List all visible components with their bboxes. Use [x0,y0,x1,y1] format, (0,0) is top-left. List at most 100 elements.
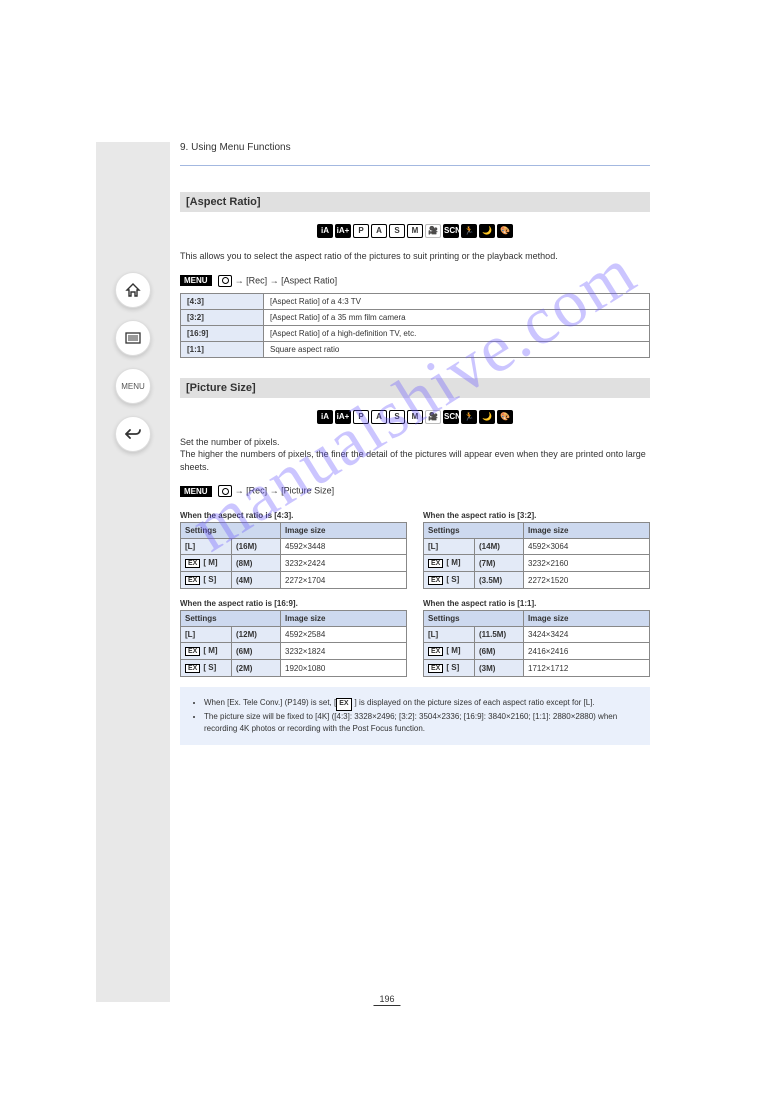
size-key: [L] [181,627,232,643]
size-key: [L] [424,539,475,555]
mode-icon: A [371,224,387,238]
size-key: EX[ S] [181,660,232,677]
note-list: When [Ex. Tele Conv.] (P149) is set, [EX… [192,697,638,735]
size-key: EX[ M] [424,555,475,572]
mode-icon: 🎥 [425,224,441,238]
ex-badge-icon: EX [428,559,443,568]
mode-icon: A [371,410,387,424]
section-heading-picsize: [Picture Size] [180,378,650,398]
section-heading-aspect: [Aspect Ratio] [180,192,650,212]
table-row: EX[ S](3.5M)2272×1520 [424,572,650,589]
mode-icon: 🏃 [461,410,477,424]
mode-icon: 🎥 [425,410,441,424]
setting-value: [Aspect Ratio] of a 35 mm film camera [264,309,650,325]
home-button[interactable] [115,272,151,308]
setting-key: [1:1] [181,341,264,357]
size-key: EX[ M] [181,555,232,572]
table-row: EX[ S](3M)1712×1712 [424,660,650,677]
column-header: Image size [281,611,407,627]
column-header: Settings [181,523,281,539]
picture-size-table: SettingsImage size[L](14M)4592×3064EX[ M… [423,522,650,589]
table-row: [L](16M)4592×3448 [181,539,407,555]
mode-icon: iA [317,224,333,238]
column-header: Image size [524,611,650,627]
mode-icon: P [353,410,369,424]
picture-size-tables: When the aspect ratio is [4:3].SettingsI… [180,511,650,677]
size-dims: 2272×1520 [524,572,650,589]
menu-path-2: MENU → [Rec] → [Picture Size] [180,485,650,497]
picture-size-table: SettingsImage size [L](11.5M)3424×3424 EX[… [423,610,650,677]
column-header: Settings [424,611,524,627]
mode-row-2: iAiA+PASM🎥SCN🏃🌙🎨 [180,410,650,424]
size-key: EX[ S] [181,572,232,589]
mode-icon: S [389,224,405,238]
mode-icon: 🌙 [479,410,495,424]
size-mp: (4M) [232,572,281,589]
table-pair: When the aspect ratio is [4:3].SettingsI… [180,511,650,589]
chapter-rule [180,163,650,166]
mode-icon: M [407,224,423,238]
table-row: EX[ M](6M)3232×1824 [181,643,407,660]
chapter-heading: 9. Using Menu Functions [180,142,650,153]
mode-icon: 🎨 [497,224,513,238]
table-row: EX[ S](4M)2272×1704 [181,572,407,589]
size-mp: (16M) [232,539,281,555]
setting-value: Square aspect ratio [264,341,650,357]
size-mp: (6M) [475,643,524,660]
size-mp: (11.5M) [475,627,524,643]
note-item: The picture size will be fixed to [4K] (… [204,711,638,735]
size-key: [L] [424,627,475,643]
menu-tag-1: MENU [180,275,212,286]
setting-key: [4:3] [181,293,264,309]
camera-icon-2 [218,485,232,497]
size-dims: 1712×1712 [524,660,650,677]
size-dims: 3424×3424 [524,627,650,643]
setting-key: [3:2] [181,309,264,325]
menu-path-text-2: → [Rec] → [Picture Size] [235,486,335,496]
table-row: EX[ M](8M)3232×2424 [181,555,407,572]
mode-icon: iA [317,410,333,424]
menu-button[interactable]: MENU [115,368,151,404]
size-key: EX[ M] [181,643,232,660]
list-button[interactable] [115,320,151,356]
picture-size-block: When the aspect ratio is [3:2]. SettingsI… [423,511,650,589]
menu-tag-2: MENU [180,486,212,497]
size-mp: (3.5M) [475,572,524,589]
column-header: Settings [424,523,524,539]
aspect-caption: When the aspect ratio is [3:2]. [423,511,650,520]
size-mp: (3M) [475,660,524,677]
size-key: EX[ S] [424,572,475,589]
sidebar: MENU [96,142,170,1002]
list-icon [125,332,141,344]
size-key: EX[ M] [424,643,475,660]
main-content: 9. Using Menu Functions [Aspect Ratio] i… [180,142,650,745]
picture-size-block: When the aspect ratio is [4:3].SettingsI… [180,511,407,589]
picture-size-table: SettingsImage size[L](12M)4592×2584EX[ M… [180,610,407,677]
table-row: [L](12M)4592×2584 [181,627,407,643]
size-dims: 2416×2416 [524,643,650,660]
section2-desc: Set the number of pixels. The higher the… [180,436,650,474]
picture-size-block: When the aspect ratio is [1:1].SettingsI… [423,599,650,677]
menu-path-1: MENU → [Rec] → [Aspect Ratio] [180,275,650,287]
back-icon [125,427,141,441]
ex-badge-icon: EX [185,576,200,585]
table-row: [16:9][Aspect Ratio] of a high-definitio… [181,325,650,341]
desc-line-2: The higher the numbers of pixels, the fi… [180,449,646,472]
size-dims: 4592×3448 [281,539,407,555]
size-dims: 3232×2160 [524,555,650,572]
table-row: [1:1]Square aspect ratio [181,341,650,357]
size-key: [L] [181,539,232,555]
size-mp: (14M) [475,539,524,555]
setting-value: [Aspect Ratio] of a 4:3 TV [264,293,650,309]
size-key: EX[ S] [424,660,475,677]
mode-icon: iA+ [335,224,351,238]
home-icon [125,282,141,298]
size-dims: 2272×1704 [281,572,407,589]
back-button[interactable] [115,416,151,452]
ex-badge-icon: EX [428,647,443,656]
table-row: EX[ M](7M)3232×2160 [424,555,650,572]
menu-path-text-1: → [Rec] → [Aspect Ratio] [235,275,338,285]
mode-icon: iA+ [335,410,351,424]
size-mp: (7M) [475,555,524,572]
table-pair: When the aspect ratio is [16:9].Settings… [180,599,650,677]
